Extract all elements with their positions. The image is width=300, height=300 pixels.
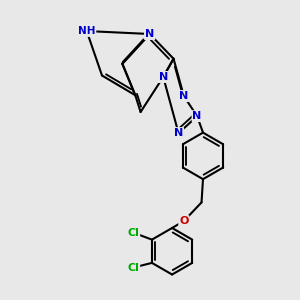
Text: N: N	[145, 29, 154, 39]
Text: N: N	[193, 111, 202, 121]
Text: N: N	[174, 128, 183, 138]
Text: O: O	[179, 216, 188, 226]
Text: N: N	[145, 29, 154, 39]
Text: N: N	[179, 91, 188, 101]
Text: N: N	[159, 72, 168, 82]
Text: Cl: Cl	[128, 228, 139, 238]
Text: NH: NH	[78, 26, 95, 36]
Text: Cl: Cl	[128, 262, 139, 272]
Text: N: N	[159, 72, 168, 82]
Text: N: N	[174, 128, 183, 138]
Text: N: N	[179, 91, 188, 101]
